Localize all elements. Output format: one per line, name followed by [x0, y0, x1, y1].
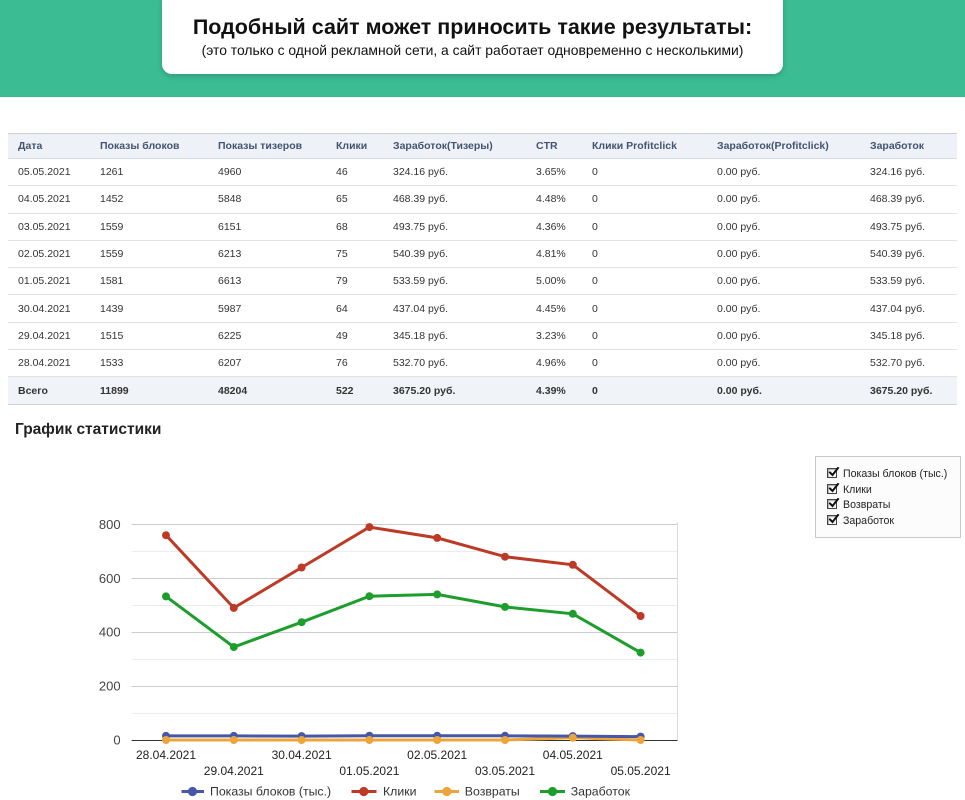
svg-text:30.04.2021: 30.04.2021 — [272, 748, 332, 762]
svg-text:28.04.2021: 28.04.2021 — [136, 748, 196, 762]
svg-text:200: 200 — [99, 679, 121, 694]
svg-text:29.04.2021: 29.04.2021 — [204, 764, 264, 778]
svg-text:Заработок: Заработок — [571, 785, 631, 799]
svg-text:Возвраты: Возвраты — [465, 785, 520, 799]
svg-text:02.05.2021: 02.05.2021 — [407, 748, 467, 762]
svg-text:800: 800 — [99, 517, 121, 532]
svg-text:600: 600 — [99, 571, 121, 586]
svg-text:400: 400 — [99, 625, 121, 640]
svg-text:03.05.2021: 03.05.2021 — [475, 764, 535, 778]
svg-text:0: 0 — [113, 733, 120, 748]
svg-text:01.05.2021: 01.05.2021 — [339, 764, 399, 778]
svg-text:Показы блоков (тыс.): Показы блоков (тыс.) — [210, 785, 331, 799]
svg-text:04.05.2021: 04.05.2021 — [543, 748, 603, 762]
svg-text:05.05.2021: 05.05.2021 — [611, 764, 671, 778]
svg-text:Клики: Клики — [383, 785, 417, 799]
